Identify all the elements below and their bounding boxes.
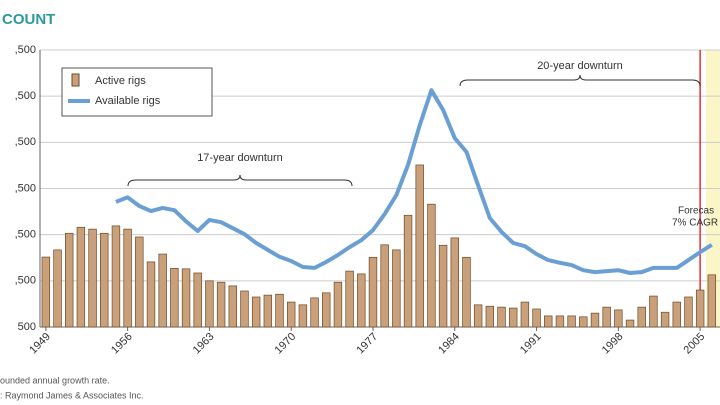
bar <box>333 281 343 328</box>
chart-title: COUNT <box>2 11 55 28</box>
annotation: Forecas <box>678 206 714 217</box>
source: : Raymond James & Associates Inc. <box>0 390 144 400</box>
bar <box>403 214 413 328</box>
bar <box>251 296 261 328</box>
y-tick-label: ,500 <box>15 182 36 194</box>
bar <box>228 285 237 328</box>
annotation: 17-year downturn <box>197 152 283 164</box>
bar <box>41 256 51 328</box>
bar <box>216 281 226 328</box>
bar <box>286 301 296 328</box>
y-tick-label: ,500 <box>15 44 36 56</box>
bar <box>532 308 541 328</box>
bar <box>240 290 249 328</box>
bar <box>625 319 635 328</box>
x-tick-label: 1956 <box>109 331 135 357</box>
bar <box>544 315 553 328</box>
annotation: 7% CAGR <box>672 218 718 229</box>
bar <box>614 309 623 328</box>
x-tick-label: 1949 <box>27 331 53 357</box>
y-tick-label: ,500 <box>15 90 36 102</box>
line <box>115 88 713 275</box>
x-tick-label: 1977 <box>354 331 380 357</box>
x-tick-label: 2005 <box>682 331 708 357</box>
bar <box>170 268 179 328</box>
bar <box>310 297 319 328</box>
bar <box>660 311 670 328</box>
y-tick-label: 500 <box>18 321 36 333</box>
bar <box>684 296 693 328</box>
bar <box>380 244 389 328</box>
bar <box>181 268 191 328</box>
bar <box>357 273 366 328</box>
bar <box>485 305 495 328</box>
bar <box>415 164 424 328</box>
bar <box>123 228 132 328</box>
bar <box>672 301 681 328</box>
bar <box>508 307 518 328</box>
bar <box>497 306 506 328</box>
legend-label: Available rigs <box>95 95 161 107</box>
bar <box>555 315 565 328</box>
bar <box>275 293 284 328</box>
bar <box>88 228 97 328</box>
bar <box>392 249 401 328</box>
legend-swatch <box>71 73 80 87</box>
bar <box>707 274 717 328</box>
bar <box>111 225 121 328</box>
bar <box>76 226 86 328</box>
bar <box>520 301 530 328</box>
footnote: ounded annual growth rate. <box>0 375 110 385</box>
bar <box>146 261 156 328</box>
bracket <box>459 74 701 87</box>
bar <box>53 249 62 328</box>
bar <box>427 203 436 328</box>
x-tick-label: 1963 <box>191 331 217 357</box>
bar <box>345 270 354 328</box>
bar <box>473 304 483 328</box>
bar <box>438 244 448 328</box>
bar <box>450 237 459 328</box>
legend-label: Active rigs <box>95 75 146 87</box>
bar <box>462 256 471 328</box>
bar <box>322 292 331 328</box>
bar <box>368 256 378 328</box>
bar <box>100 232 109 328</box>
x-tick-label: 1970 <box>273 331 299 357</box>
bar <box>567 315 576 328</box>
bar <box>158 253 167 328</box>
bar <box>695 289 705 328</box>
bracket <box>127 174 353 187</box>
bar <box>649 295 658 328</box>
x-tick-label: 1991 <box>518 331 544 357</box>
y-tick-label: ,500 <box>15 136 36 148</box>
x-tick-label: 1984 <box>436 331 462 357</box>
bar <box>205 280 214 328</box>
bar <box>193 272 202 328</box>
annotation: 20-year downturn <box>537 60 623 72</box>
bar <box>637 306 646 328</box>
bar <box>263 294 273 328</box>
bar <box>298 304 308 328</box>
y-tick-label: ,500 <box>15 275 36 287</box>
bar <box>602 306 611 328</box>
bar <box>135 236 144 328</box>
bar <box>590 312 600 328</box>
bar <box>579 316 588 328</box>
x-tick-label: 1998 <box>600 331 626 357</box>
bar <box>65 232 74 328</box>
legend-box <box>61 67 213 117</box>
y-tick-label: ,500 <box>15 229 36 241</box>
